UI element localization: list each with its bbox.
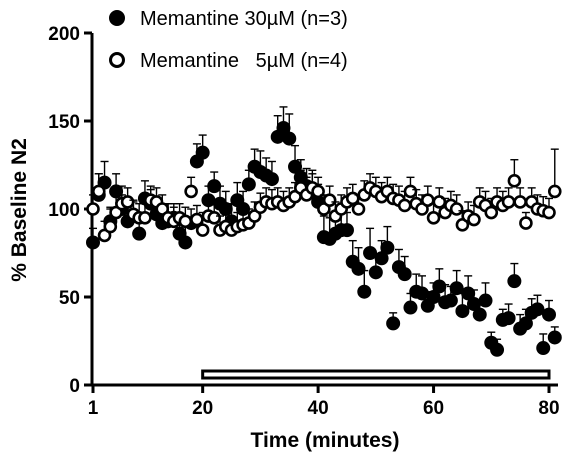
data-point-5uM (507, 174, 522, 188)
series-memantine-30uM (86, 106, 562, 357)
drug-application-bar (201, 369, 551, 380)
data-point-5uM (397, 198, 412, 213)
data-point-30uM (241, 177, 256, 192)
data-point-30uM (443, 293, 458, 308)
legend-marker-30uM (109, 10, 125, 26)
data-point-5uM (190, 212, 204, 227)
data-point-30uM (351, 261, 366, 276)
y-tick-label: 0 (69, 376, 80, 397)
data-point-5uM (184, 184, 198, 199)
data-point-5uM (207, 211, 222, 225)
data-point-30uM (397, 267, 412, 282)
x-tick-label: 1 (88, 398, 99, 419)
data-point-5uM (103, 219, 118, 234)
data-point-30uM (339, 223, 354, 238)
data-point-30uM (178, 235, 193, 250)
x-tick-label: 20 (192, 398, 213, 419)
data-point-30uM (432, 279, 447, 294)
legend: Memantine 30µM (n=3) Memantine 5µM (n=4) (109, 8, 348, 72)
y-tick-label: 50 (59, 288, 80, 309)
data-point-5uM (322, 193, 337, 207)
data-point-30uM (518, 316, 533, 331)
data-point-30uM (536, 341, 551, 356)
legend-marker-5uM (109, 52, 125, 68)
x-tick-label: 60 (423, 398, 444, 419)
data-point-30uM (403, 300, 418, 315)
x-tick-label: 40 (308, 398, 329, 419)
data-point-30uM (282, 131, 297, 146)
x-tick-label: 80 (538, 398, 559, 419)
data-point-5uM (351, 202, 366, 216)
data-point-5uM (547, 184, 562, 199)
data-point-30uM (478, 293, 493, 308)
data-point-5uM (120, 195, 135, 209)
legend-label-5uM: Memantine 5µM (n=4) (140, 50, 348, 72)
x-axis-title: Time (minutes) (251, 429, 400, 452)
data-point-5uM (403, 184, 418, 199)
data-point-30uM (507, 274, 522, 289)
data-point-5uM (426, 211, 441, 225)
series-memantine-5uM (86, 148, 562, 243)
data-point-30uM (530, 302, 545, 317)
data-point-5uM (91, 184, 106, 199)
x-axis-ticks: 1 20 40 60 80 (88, 385, 560, 419)
data-point-30uM (455, 304, 470, 319)
data-point-5uM (484, 205, 499, 220)
data-point-5uM (542, 205, 556, 220)
data-point-30uM (363, 246, 378, 260)
data-point-30uM (472, 307, 487, 322)
data-point-30uM (374, 251, 389, 266)
data-point-30uM (449, 281, 464, 296)
y-tick-label: 100 (48, 200, 80, 221)
data-point-30uM (368, 265, 383, 280)
data-point-30uM (264, 172, 279, 187)
data-point-30uM (357, 284, 372, 299)
y-tick-label: 150 (48, 112, 80, 133)
y-axis-ticks: 0 50 100 150 200 (48, 24, 92, 397)
data-point-30uM (426, 290, 441, 304)
data-point-30uM (86, 235, 100, 250)
y-tick-label: 200 (48, 24, 80, 45)
data-point-30uM (386, 316, 401, 331)
data-point-30uM (276, 121, 291, 136)
data-point-5uM (519, 216, 533, 230)
data-point-30uM (380, 240, 395, 255)
data-point-5uM (513, 195, 527, 209)
data-point-30uM (195, 145, 210, 160)
y-axis-title: % Baseline N2 (8, 138, 31, 282)
data-point-5uM (449, 202, 464, 216)
data-point-5uM (501, 195, 516, 209)
data-point-30uM (490, 342, 505, 357)
legend-label-30uM: Memantine 30µM (n=3) (140, 8, 348, 30)
data-point-5uM (178, 214, 193, 229)
data-point-5uM (195, 223, 210, 237)
data-point-30uM (542, 307, 556, 322)
data-point-30uM (501, 311, 516, 326)
data-point-30uM (547, 330, 562, 345)
data-point-30uM (415, 286, 430, 301)
data-point-5uM (311, 184, 325, 199)
data-point-30uM (132, 226, 147, 241)
data-point-5uM (467, 212, 481, 227)
data-point-5uM (86, 202, 100, 216)
data-point-5uM (138, 211, 152, 225)
